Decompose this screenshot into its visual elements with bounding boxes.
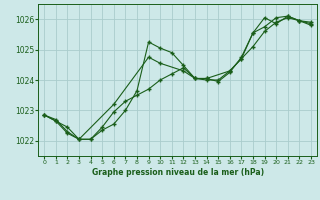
X-axis label: Graphe pression niveau de la mer (hPa): Graphe pression niveau de la mer (hPa) <box>92 168 264 177</box>
